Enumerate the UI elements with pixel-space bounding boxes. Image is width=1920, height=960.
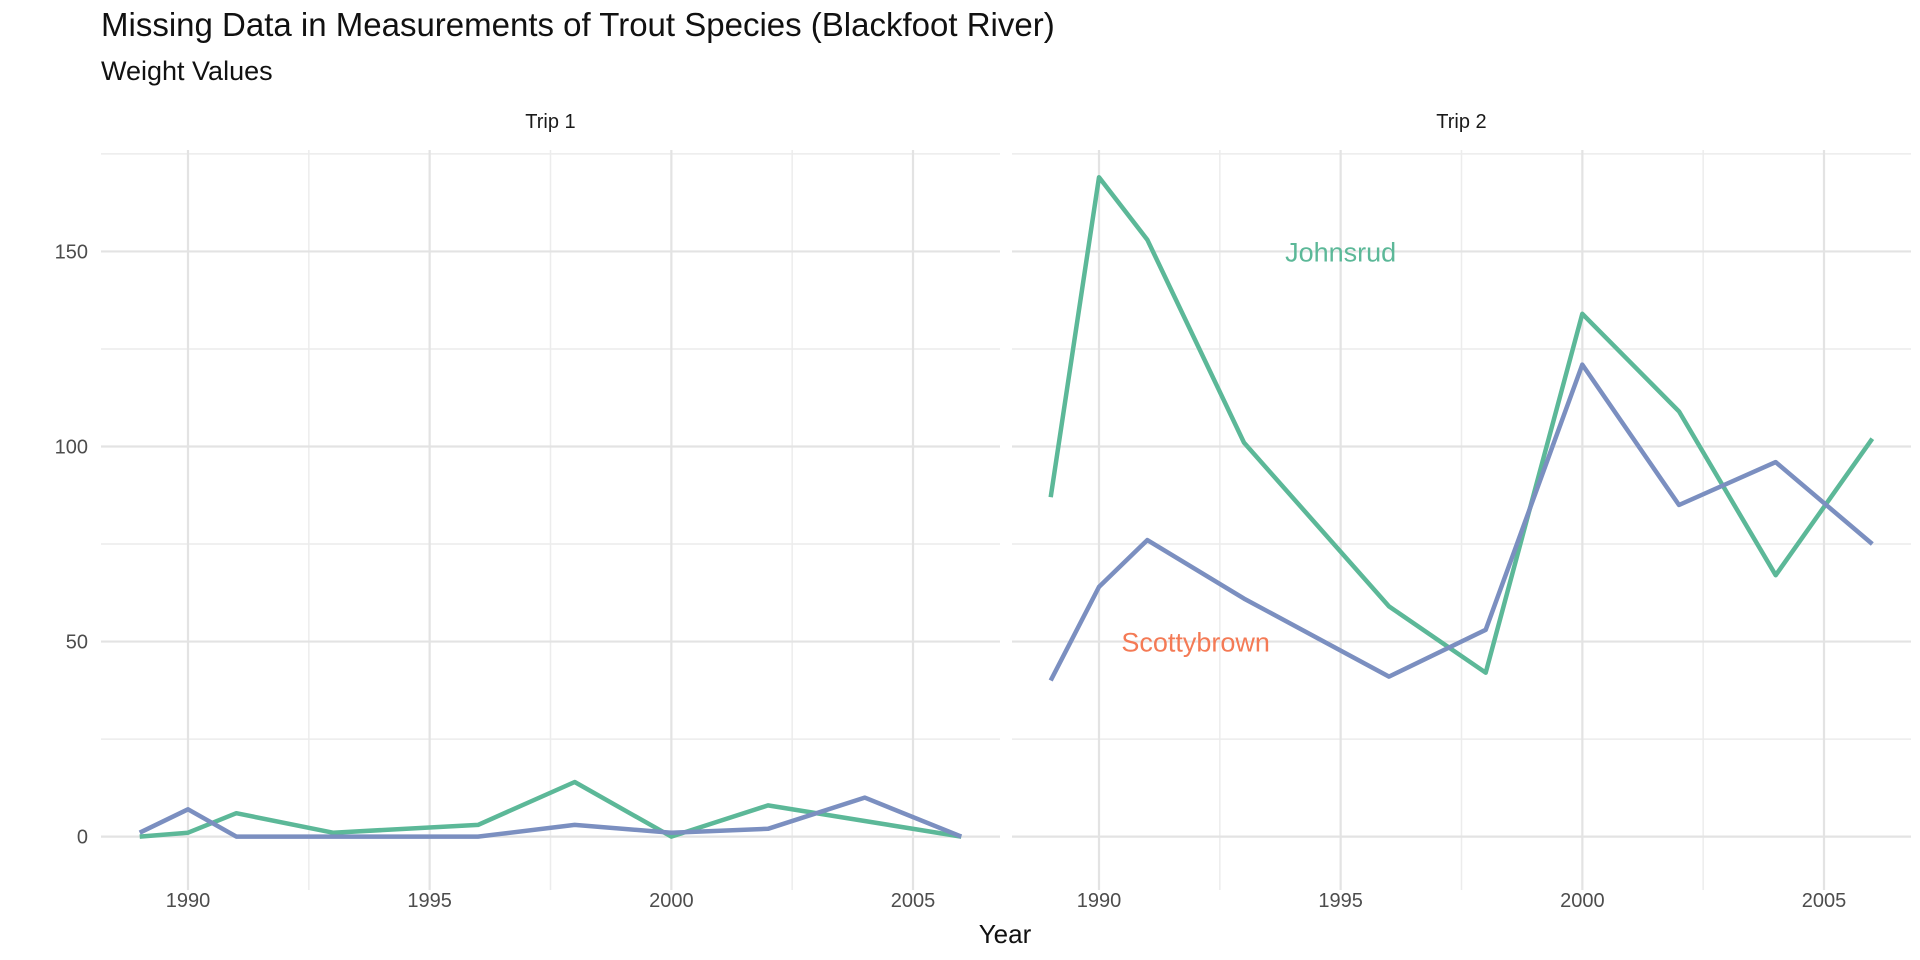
chart-subtitle: Weight Values (101, 56, 273, 86)
series-line-purple (1048, 362, 1874, 682)
annotation-label: Johnsrud (1285, 237, 1396, 267)
series-line-green (1048, 175, 1875, 675)
x-tick-label: 2005 (1802, 890, 1847, 912)
x-tick-label: 2000 (1560, 890, 1605, 912)
x-tick-label: 2000 (649, 890, 694, 912)
y-tick-label: 150 (55, 241, 88, 263)
x-axis-title: Year (979, 919, 1032, 949)
x-tick-label: 1990 (166, 890, 211, 912)
x-tick-label: 1995 (1318, 890, 1363, 912)
annotation-label: Scottybrown (1121, 628, 1270, 658)
panel-strip-label: Trip 1 (525, 111, 575, 133)
x-tick-label: 1995 (407, 890, 452, 912)
x-tick-label: 2005 (891, 890, 936, 912)
series-line-purple (138, 795, 963, 839)
chart-title: Missing Data in Measurements of Trout Sp… (101, 6, 1055, 43)
panel-strip-label: Trip 2 (1436, 111, 1486, 133)
x-tick-label: 1990 (1077, 890, 1122, 912)
y-tick-label: 0 (77, 827, 88, 849)
y-tick-label: 100 (55, 436, 88, 458)
y-tick-label: 50 (66, 632, 88, 654)
